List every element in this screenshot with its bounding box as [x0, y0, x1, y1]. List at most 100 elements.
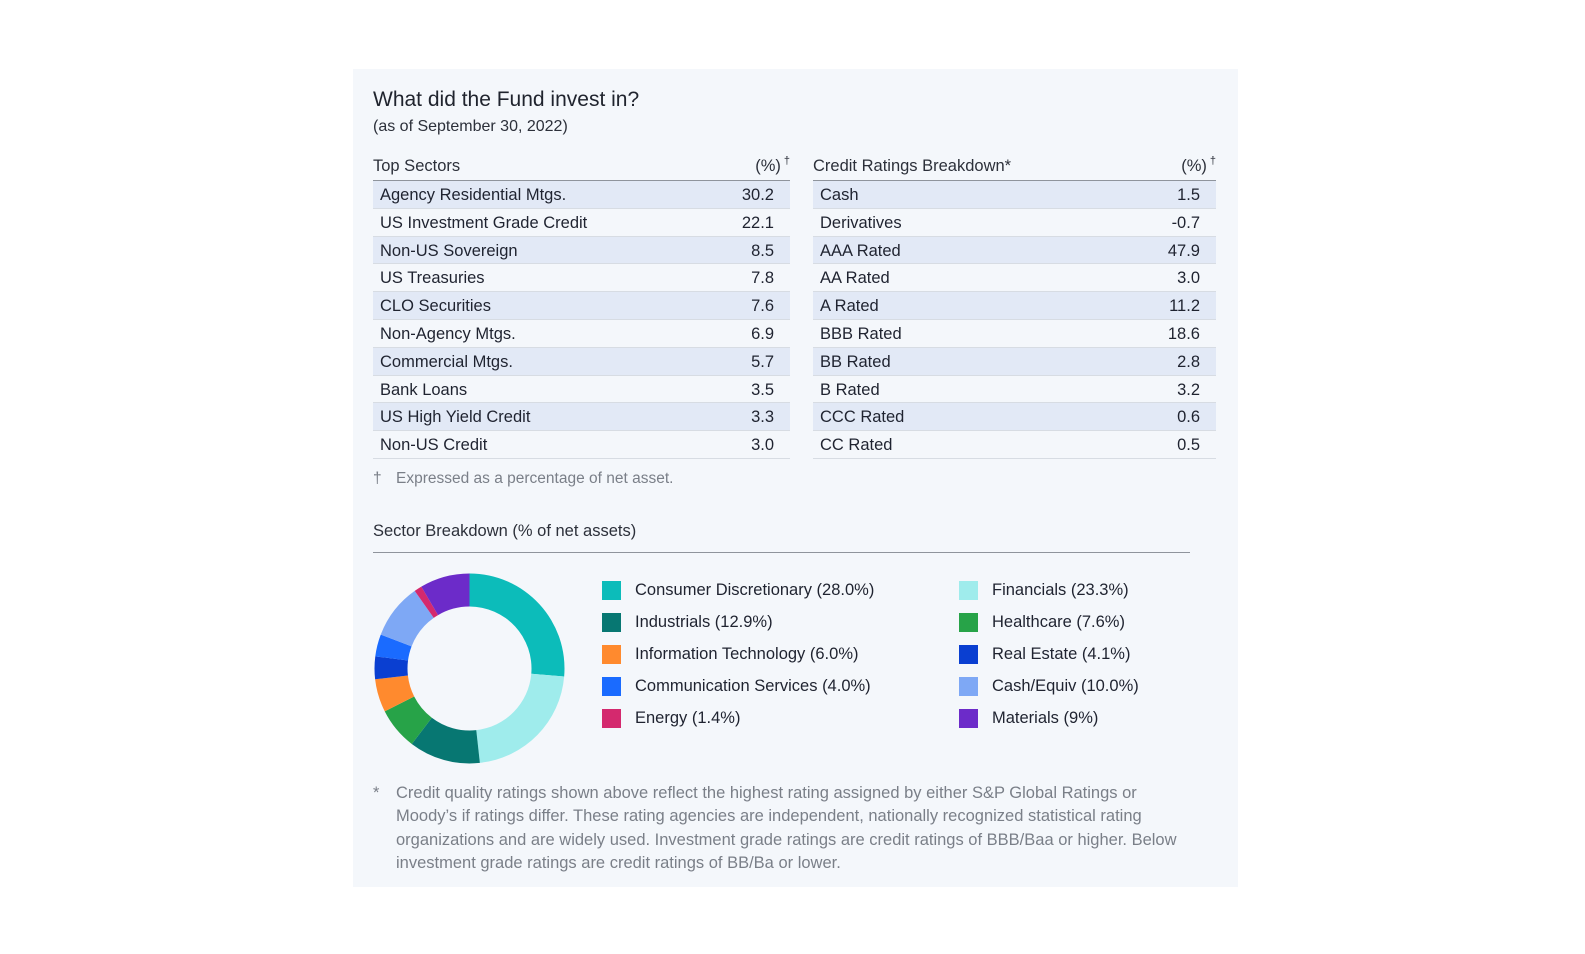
row-label: CC Rated: [820, 436, 893, 455]
credit-ratings-table: Credit Ratings Breakdown* (%) † Cash 1.5 De…: [813, 153, 1216, 459]
top-sectors-body: Agency Residential Mtgs. 30.2 US Investmen…: [373, 181, 790, 459]
row-value: 0.5: [1177, 436, 1200, 455]
donut-slice-industrials: [411, 717, 480, 764]
asterisk-symbol: *: [373, 784, 380, 802]
row-value: 1.5: [1177, 186, 1200, 204]
legend-swatch: [959, 645, 978, 664]
legend-label: Industrials (12.9%): [635, 613, 773, 631]
dagger-symbol: †: [373, 470, 382, 487]
donut-slice-real-estate: [374, 656, 409, 680]
legend-label: Energy (1.4%): [635, 709, 741, 727]
table-row: A Rated 11.2: [813, 292, 1216, 320]
row-value: 2.8: [1177, 352, 1200, 371]
dagger-footnote-text: Expressed as a percentage of net asset.: [396, 470, 674, 487]
row-label: BB Rated: [820, 352, 891, 371]
table-row: Non-US Credit 3.0: [373, 431, 790, 459]
table-row: AA Rated 3.0: [813, 264, 1216, 293]
legend-swatch: [959, 581, 978, 600]
row-value: 6.9: [751, 324, 774, 343]
row-label: Agency Residential Mtgs.: [380, 186, 567, 204]
row-label: Non-US Sovereign: [380, 241, 518, 260]
table-row: Cash 1.5: [813, 181, 1216, 209]
row-label: CLO Securities: [380, 297, 491, 316]
sector-breakdown-title: Sector Breakdown (% of net assets): [373, 522, 637, 540]
legend-label: Consumer Discretionary (28.0%): [635, 581, 875, 599]
row-value: 11.2: [1169, 297, 1200, 316]
row-value: -0.7: [1171, 213, 1200, 232]
row-label: US High Yield Credit: [380, 408, 531, 427]
credit-ratings-header-label: Credit Ratings Breakdown*: [813, 157, 1012, 175]
table-row: CLO Securities 7.6: [373, 292, 790, 320]
row-label: B Rated: [820, 380, 880, 399]
legend-label: Financials (23.3%): [992, 581, 1129, 599]
top-sectors-header-pct: (%) †: [755, 155, 790, 176]
row-value: 8.5: [751, 241, 774, 260]
table-row: BB Rated 2.8: [813, 347, 1216, 376]
table-row: US Investment Grade Credit 22.1: [373, 209, 790, 237]
table-row: Agency Residential Mtgs. 30.2: [373, 181, 790, 209]
table-row: Commercial Mtgs. 5.7: [373, 347, 790, 376]
legend-label: Materials (9%): [992, 709, 1099, 727]
row-label: Commercial Mtgs.: [380, 352, 513, 371]
row-value: 30.2: [741, 186, 774, 204]
row-value: 22.1: [741, 213, 774, 232]
table-row: Derivatives -0.7: [813, 209, 1216, 237]
table-row: US High Yield Credit 3.3: [373, 403, 790, 432]
donut-slice-information-technology: [375, 675, 415, 712]
dagger-mark: †: [1209, 155, 1216, 167]
table-row: B Rated 3.2: [813, 376, 1216, 404]
legend-label: Real Estate (4.1%): [992, 645, 1131, 663]
row-label: A Rated: [820, 297, 879, 316]
row-value: 3.0: [751, 436, 774, 455]
fund-holdings-card: What did the Fund invest in? (as of Sept…: [353, 69, 1238, 887]
legend-swatch: [602, 581, 621, 600]
table-row: Non-Agency Mtgs. 6.9: [373, 320, 790, 348]
legend-label: Cash/Equiv (10.0%): [992, 677, 1139, 695]
row-label: US Investment Grade Credit: [380, 213, 588, 232]
row-value: 7.8: [751, 269, 774, 288]
legend-swatch: [959, 613, 978, 632]
credit-quality-footnote-text: Credit quality ratings shown above refle…: [396, 784, 1177, 872]
row-label: BBB Rated: [820, 324, 902, 343]
as-of-date: (as of September 30, 2022): [373, 118, 568, 135]
row-value: 3.3: [751, 408, 774, 427]
legend-label: Communication Services (4.0%): [635, 677, 871, 695]
donut-slice-communication-services: [375, 634, 412, 661]
table-row: CC Rated 0.5: [813, 431, 1216, 459]
donut-slice-healthcare: [384, 696, 432, 744]
row-label: AAA Rated: [820, 241, 901, 260]
credit-ratings-header-pct: (%) †: [1181, 155, 1216, 176]
row-value: 3.0: [1177, 269, 1200, 288]
credit-ratings-body: Cash 1.5 Derivatives -0.7 AAA Rated 47.9 AA Ra…: [813, 181, 1216, 459]
table-row: Non-US Sovereign 8.5: [373, 236, 790, 265]
row-label: Non-US Credit: [380, 436, 488, 455]
donut-slice-materials: [421, 573, 470, 616]
top-sectors-table: Top Sectors (%) † Agency Residential Mtgs…: [373, 153, 790, 459]
row-value: 3.5: [751, 380, 774, 399]
pct-label: (%): [1181, 157, 1207, 175]
legend-swatch: [602, 613, 621, 632]
dagger-mark: †: [783, 155, 790, 167]
row-label: Non-Agency Mtgs.: [380, 324, 516, 343]
row-label: Bank Loans: [380, 380, 468, 399]
donut-slice-energy: [414, 586, 439, 618]
row-label: AA Rated: [820, 269, 890, 288]
row-value: 5.7: [751, 352, 774, 371]
legend-label: Healthcare (7.6%): [992, 613, 1125, 631]
top-sectors-header-label: Top Sectors: [373, 157, 461, 175]
top-sectors-header: Top Sectors (%) †: [373, 153, 790, 181]
table-row: AAA Rated 47.9: [813, 236, 1216, 265]
row-label: Cash: [820, 186, 859, 204]
donut-slice-financials: [476, 673, 565, 763]
legend-swatch: [959, 709, 978, 728]
legend-swatch: [602, 709, 621, 728]
row-label: CCC Rated: [820, 408, 905, 427]
legend-swatch: [602, 677, 621, 696]
pct-label: (%): [755, 157, 781, 175]
row-value: 0.6: [1177, 408, 1200, 427]
table-row: BBB Rated 18.6: [813, 320, 1216, 348]
row-value: 3.2: [1177, 380, 1200, 399]
legend-swatch: [602, 645, 621, 664]
row-label: Derivatives: [820, 213, 902, 232]
row-label: US Treasuries: [380, 269, 485, 288]
